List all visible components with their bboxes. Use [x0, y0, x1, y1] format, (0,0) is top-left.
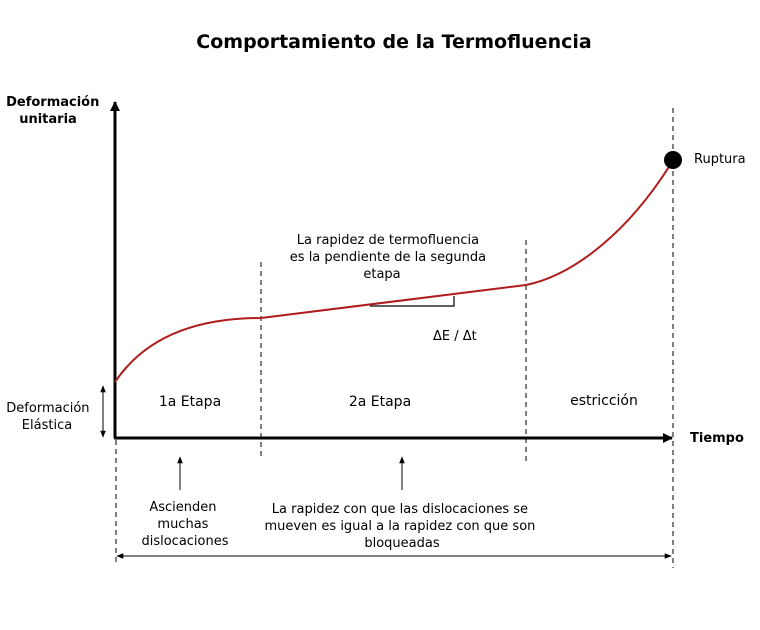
slope-formula: ΔE / Δt: [433, 329, 477, 344]
slope-note-line-1: La rapidez de termofluencia: [297, 233, 479, 248]
x-axis-label: Tiempo: [690, 431, 744, 446]
elastic-label-line-2: Elástica: [22, 418, 72, 433]
stage2-note-line-1: La rapidez con que las dislocaciones se: [272, 502, 528, 517]
stage2-note: La rapidez con que las dislocaciones se …: [264, 502, 539, 551]
slope-note-line-3: etapa: [363, 267, 400, 282]
y-axis-label: Deformación unitaria: [6, 95, 104, 127]
elastic-label: Deformación Elástica: [6, 401, 93, 433]
stage2-note-line-3: bloqueadas: [364, 536, 439, 551]
stage1-note-line-3: dislocaciones: [141, 534, 228, 549]
stage2-note-line-2: mueven es igual a la rapidez con que son: [264, 519, 535, 534]
slope-note-line-2: es la pendiente de la segunda: [290, 250, 486, 265]
y-axis-label-line-2: unitaria: [19, 112, 77, 127]
slope-triangle: [370, 296, 455, 307]
stage1-note: Ascienden muchas dislocaciones: [141, 500, 228, 549]
y-axis-label-line-1: Deformación: [6, 95, 99, 110]
stage1-note-line-1: Ascienden: [149, 500, 216, 515]
stage-label-3: estricción: [570, 393, 638, 409]
elastic-label-line-1: Deformación: [6, 401, 89, 416]
stage-label-2: 2a Etapa: [349, 394, 411, 410]
slope-note: La rapidez de termofluencia es la pendie…: [290, 233, 490, 282]
stage1-note-line-2: muchas: [157, 517, 208, 532]
creep-curve: [114, 161, 673, 383]
rupture-label: Ruptura: [694, 152, 746, 167]
diagram-title: Comportamiento de la Termofluencia: [196, 31, 591, 53]
rupture-point: [664, 151, 682, 169]
stage-label-1: 1a Etapa: [159, 394, 221, 410]
